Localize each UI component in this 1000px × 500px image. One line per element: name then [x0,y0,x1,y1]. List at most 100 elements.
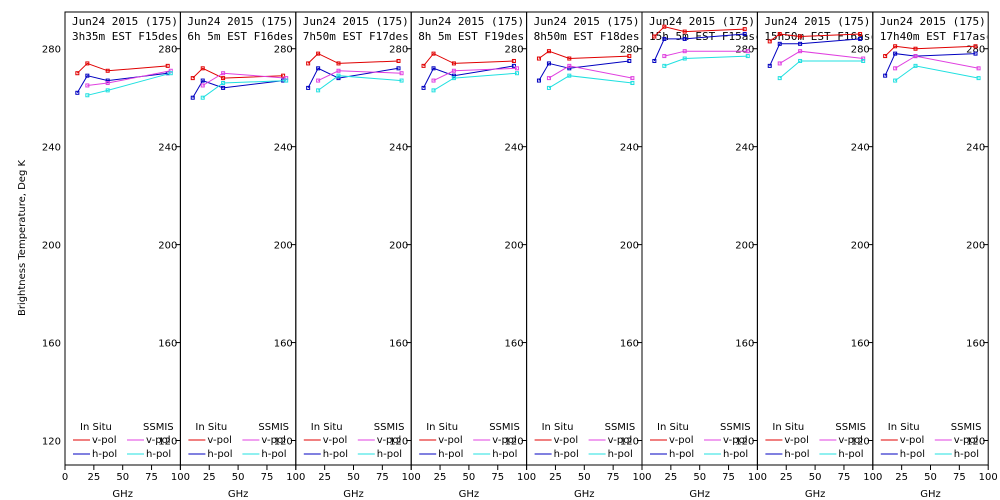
panel-3: Jun24 2015 (175) 7h50m EST F17des 120 160 20… [295,11,421,500]
data-point [75,90,80,95]
data-point [200,95,205,100]
legend-header-insitu: In Situ [888,422,920,433]
legend-header-ssmis: SSMIS [835,422,866,433]
panel-title: Jun24 2015 (175) [72,15,178,28]
legend-label: h-pol [323,449,348,460]
y-tick-label: 200 [274,241,293,252]
data-point [190,95,195,100]
data-point [652,34,657,39]
legend-label: v-pol [669,435,694,446]
data-point [777,61,782,66]
series-line [538,60,630,81]
series-line [884,45,976,57]
series-line [884,53,976,76]
data-point [421,63,426,68]
y-tick-label: 160 [274,339,293,350]
y-tick-label: 160 [505,339,524,350]
legend-label: v-pol [92,435,117,446]
data-point [913,54,918,59]
legend-header-ssmis: SSMIS [143,422,174,433]
data-point [567,66,572,71]
legend-label: h-pol [838,449,863,460]
legend-label: h-pol [261,449,286,460]
data-point [451,76,456,81]
legend-label: h-pol [438,449,463,460]
x-tick-label: 100 [748,472,767,483]
data-point [682,56,687,61]
panel-subtitle: 3h35m EST F15des [72,30,178,43]
left-y-tick-label: 200 [42,241,61,252]
x-tick-label: 75 [607,472,620,483]
legend-label: h-pol [207,449,232,460]
y-tick-label: 200 [158,241,177,252]
data-point [316,88,321,93]
data-point [165,63,170,68]
x-tick-label: 75 [838,472,851,483]
x-tick-label: 75 [261,472,274,483]
y-tick-label: 240 [966,143,985,154]
y-tick-label: 240 [274,143,293,154]
panel-title: Jun24 2015 (175) [418,15,524,28]
x-tick-label: 100 [632,472,651,483]
series-line [87,72,171,96]
legend-header-insitu: In Situ [772,422,804,433]
data-point [306,85,311,90]
data-point [682,29,687,34]
series-line [192,67,284,79]
data-point [567,56,572,61]
series-line [653,33,745,62]
data-point [546,76,551,81]
data-point [742,27,747,32]
series-line [664,50,748,57]
series-line [423,52,514,67]
y-tick-label: 120 [505,437,524,448]
data-point [630,76,635,81]
data-point [567,73,572,78]
y-tick-label: 280 [274,45,293,56]
legend-label: h-pol [554,449,579,460]
data-point [316,66,321,71]
data-point [627,58,632,63]
x-tick-label: 75 [145,472,158,483]
legend-header-insitu: In Situ [657,422,689,433]
x-tick-label: 50 [116,472,129,483]
data-point [883,73,888,78]
x-axis-label: GHz [920,489,941,500]
data-point [883,54,888,59]
data-point [798,34,803,39]
left-y-tick-label: 160 [42,339,61,350]
data-point [893,78,898,83]
x-tick-label: 75 [376,472,389,483]
panel-subtitle: 8h50m EST F18des [534,30,640,43]
data-point [682,36,687,41]
data-point [662,24,667,29]
x-tick-label: 25 [434,472,447,483]
data-point [546,49,551,54]
x-tick-label: 100 [171,472,190,483]
data-point [168,68,173,73]
y-tick-label: 120 [851,437,870,448]
x-tick-label: 0 [62,472,68,483]
data-point [336,73,341,78]
data-point [511,63,516,68]
panel-title: Jun24 2015 (175) [880,15,986,28]
legend-label: h-pol [723,449,748,460]
data-point [281,73,286,78]
y-tick-label: 280 [620,45,639,56]
data-point [798,49,803,54]
y-tick-label: 160 [389,339,408,350]
data-point [767,63,772,68]
series-line [664,55,748,67]
series-line [779,60,864,79]
series-line [538,50,630,60]
legend-header-ssmis: SSMIS [605,422,636,433]
legend-label: v-pol [323,435,348,446]
x-tick-label: 50 [578,472,591,483]
data-point [546,85,551,90]
x-axis-label: GHz [343,489,364,500]
x-tick-label: 100 [517,472,536,483]
legend-label: h-pol [377,449,402,460]
series-line [769,33,861,42]
data-point [913,63,918,68]
